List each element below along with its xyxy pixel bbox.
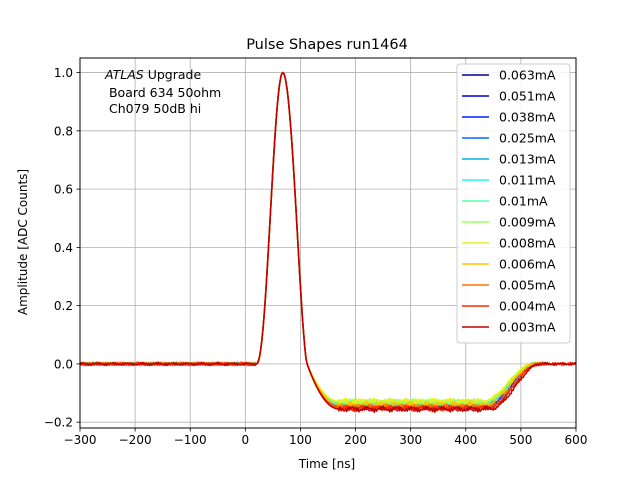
- legend-entry-label: 0.005mA: [499, 278, 556, 293]
- legend-entry-label: 0.025mA: [499, 131, 556, 146]
- x-tick-label: −300: [64, 433, 97, 447]
- x-tick-label: 500: [509, 433, 532, 447]
- legend-entry-label: 0.01mA: [499, 194, 548, 209]
- y-axis-label: Amplitude [ADC Counts]: [16, 169, 30, 315]
- legend-entry-label: 0.063mA: [499, 68, 556, 83]
- x-tick-label: −100: [174, 433, 207, 447]
- legend-entry-label: 0.011mA: [499, 173, 556, 188]
- x-tick-label: 0: [242, 433, 250, 447]
- series-line: [79, 71, 577, 414]
- legend-entry-label: 0.013mA: [499, 152, 556, 167]
- chart-title: Pulse Shapes run1464: [246, 37, 408, 53]
- atlas-label: ATLAS: [104, 67, 144, 82]
- y-tick-label: −0.2: [44, 416, 73, 430]
- legend-box: [456, 63, 571, 344]
- atlas-annotation: ATLAS Upgrade Board 634 50ohm Ch079 50dB…: [104, 67, 221, 116]
- y-tick-label: 0.4: [54, 241, 73, 255]
- x-tick-label: 600: [565, 433, 588, 447]
- axis-ticks: −300 −200 −100 0 100 200 300 400 500 600 −0.2 0.0 0.…: [44, 66, 588, 447]
- legend-entry-label: 0.006mA: [499, 257, 556, 272]
- legend-entry-label: 0.004mA: [499, 299, 556, 314]
- annotation-board: Board 634 50ohm: [105, 85, 221, 100]
- legend-entry-label: 0.008mA: [499, 236, 556, 251]
- x-tick-label: 400: [454, 433, 477, 447]
- legend: 0.063mA 0.051mA 0.038mA 0.025mA 0.013mA 0.011…: [456, 63, 571, 344]
- svg-text:ATLAS Upgrade: ATLAS Upgrade: [104, 67, 201, 82]
- x-tick-label: 300: [399, 433, 422, 447]
- x-tick-label: 200: [344, 433, 367, 447]
- legend-entry-label: 0.038mA: [499, 110, 556, 125]
- annotation-channel: Ch079 50dB hi: [105, 101, 201, 116]
- x-axis-label: Time [ns]: [298, 457, 355, 471]
- x-tick-label: 100: [289, 433, 312, 447]
- y-tick-label: 0.2: [54, 299, 73, 313]
- legend-entry-label: 0.003mA: [499, 320, 556, 335]
- plot-frame: [79, 57, 577, 429]
- y-tick-label: 0.8: [54, 124, 73, 138]
- annotation-upgrade: Upgrade: [144, 67, 202, 82]
- y-tick-label: 0.0: [54, 357, 73, 371]
- y-tick-label: 1.0: [54, 66, 73, 80]
- x-tick-label: −200: [119, 433, 152, 447]
- y-tick-label: 0.6: [54, 183, 73, 197]
- legend-entry-label: 0.051mA: [499, 89, 556, 104]
- series-lines: [79, 71, 577, 414]
- legend-entry-label: 0.009mA: [499, 215, 556, 230]
